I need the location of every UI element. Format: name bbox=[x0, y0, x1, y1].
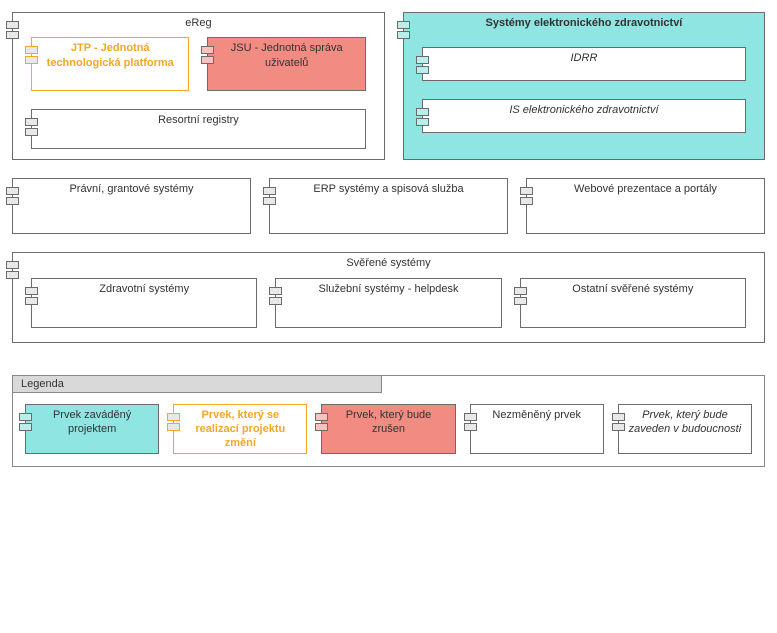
legend-cyan-title: Prvek zaváděný projektem bbox=[26, 405, 158, 440]
jsu-title: JSU - Jednotná správa uživatelů bbox=[208, 38, 364, 73]
mid-c-title: Webové prezentace a portály bbox=[527, 179, 764, 199]
legend-plain: Nezměněný prvek bbox=[470, 404, 604, 455]
sverene-title: Svěřené systémy bbox=[13, 253, 764, 273]
is-box: IS elektronického zdravotnictví bbox=[422, 99, 746, 133]
legend-red: Prvek, který bude zrušen bbox=[321, 404, 455, 455]
sverene-container: Svěřené systémy Zdravotní systémy Služeb… bbox=[12, 252, 765, 342]
legend-cyan: Prvek zaváděný projektem bbox=[25, 404, 159, 455]
jsu-box: JSU - Jednotná správa uživatelů bbox=[207, 37, 365, 91]
idrr-title: IDRR bbox=[423, 48, 745, 68]
ereg-ports bbox=[6, 21, 19, 39]
jtp-box: JTP - Jednotná technologická platforma bbox=[31, 37, 189, 91]
mid-c: Webové prezentace a portály bbox=[526, 178, 765, 234]
legend-future: Prvek, který bude zaveden v budoucnosti bbox=[618, 404, 752, 455]
legend-box: Legenda Prvek zaváděný projektem Prvek, … bbox=[12, 375, 765, 468]
mid-b: ERP systémy a spisová služba bbox=[269, 178, 508, 234]
legend-orange-title: Prvek, který se realizací projektu změní bbox=[174, 405, 306, 454]
mid-a: Právní, grantové systémy bbox=[12, 178, 251, 234]
sverene-a-title: Zdravotní systémy bbox=[32, 279, 256, 299]
registry-title: Resortní registry bbox=[32, 110, 365, 130]
legend-future-title: Prvek, který bude zaveden v budoucnosti bbox=[619, 405, 751, 440]
mid-row: Právní, grantové systémy ERP systémy a s… bbox=[12, 178, 765, 234]
top-row: eReg JTP - Jednotná technologická platfo… bbox=[12, 12, 765, 160]
ereg-container: eReg JTP - Jednotná technologická platfo… bbox=[12, 12, 385, 160]
sverene-c-title: Ostatní svěřené systémy bbox=[521, 279, 745, 299]
sverene-b: Služební systémy - helpdesk bbox=[275, 278, 501, 328]
legend-orange: Prvek, který se realizací projektu změní bbox=[173, 404, 307, 455]
sez-container: Systémy elektronického zdravotnictví IDR… bbox=[403, 12, 765, 160]
jtp-title: JTP - Jednotná technologická platforma bbox=[32, 38, 188, 73]
sverene-b-title: Služební systémy - helpdesk bbox=[276, 279, 500, 299]
ereg-title: eReg bbox=[13, 13, 384, 33]
sez-title: Systémy elektronického zdravotnictví bbox=[404, 13, 764, 33]
is-title: IS elektronického zdravotnictví bbox=[423, 100, 745, 120]
legend-red-title: Prvek, který bude zrušen bbox=[322, 405, 454, 440]
sverene-c: Ostatní svěřené systémy bbox=[520, 278, 746, 328]
mid-b-title: ERP systémy a spisová služba bbox=[270, 179, 507, 199]
registry-box: Resortní registry bbox=[31, 109, 366, 149]
legend-plain-title: Nezměněný prvek bbox=[471, 405, 603, 425]
idrr-box: IDRR bbox=[422, 47, 746, 81]
mid-a-title: Právní, grantové systémy bbox=[13, 179, 250, 199]
legend-tab: Legenda bbox=[12, 375, 382, 393]
sverene-a: Zdravotní systémy bbox=[31, 278, 257, 328]
